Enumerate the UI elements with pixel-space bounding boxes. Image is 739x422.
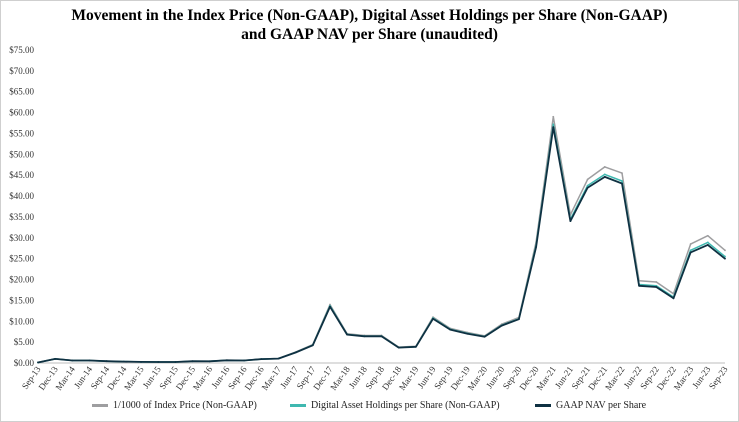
data-point (363, 335, 366, 338)
legend-swatch-digital-asset (290, 404, 306, 407)
data-point (535, 246, 537, 248)
data-point (724, 249, 726, 252)
data-point (603, 165, 606, 168)
data-point (208, 360, 211, 363)
y-tick-label: $10.00 (9, 316, 34, 326)
data-point (380, 335, 383, 338)
data-point (500, 324, 503, 327)
y-tick-label: $35.00 (9, 212, 34, 222)
y-tick-label: $75.00 (9, 45, 34, 55)
data-point (432, 317, 434, 320)
data-point (311, 344, 314, 347)
data-point (655, 281, 658, 283)
data-point (397, 346, 400, 349)
data-point (689, 251, 692, 254)
y-tick-label: $50.00 (9, 149, 34, 159)
y-tick-label: $45.00 (9, 170, 34, 180)
data-point (466, 332, 469, 335)
legend-item-gaap-nav: GAAP NAV per Share (535, 400, 646, 411)
data-point (706, 243, 709, 246)
data-point (706, 241, 709, 244)
y-tick-label: $15.00 (9, 295, 34, 305)
y-tick-label: $25.00 (9, 254, 34, 264)
data-point (71, 359, 74, 362)
legend-label-gaap-nav: GAAP NAV per Share (556, 400, 647, 411)
data-point (414, 345, 417, 348)
data-point (483, 335, 486, 338)
chart-title: Movement in the Index Price (Non-GAAP), … (0, 6, 739, 44)
data-point (37, 361, 39, 364)
data-point (586, 184, 589, 187)
data-point (586, 178, 589, 181)
data-point (689, 243, 692, 245)
y-tick-label: $55.00 (9, 128, 34, 138)
chart-title-line2: and GAAP NAV per Share (unaudited) (241, 26, 498, 43)
legend-item-index-price: 1/1000 of Index Price (Non-GAAP) (92, 400, 257, 411)
legend-item-digital-asset: Digital Asset Holdings per Share (Non-GA… (290, 400, 500, 411)
x-axis: Sep-13Dec-13Mar-14Jun-14Sep-14Dec-14Mar-… (20, 362, 730, 392)
data-point (346, 333, 349, 336)
y-tick-label: $70.00 (9, 66, 34, 76)
y-tick-label: $40.00 (9, 191, 34, 201)
data-point (724, 255, 726, 258)
data-point (243, 359, 246, 362)
data-point (140, 361, 142, 363)
data-point (724, 257, 726, 260)
data-point (621, 182, 623, 185)
y-tick-label: $5.00 (14, 337, 35, 347)
series-lines (37, 115, 726, 364)
data-point (157, 361, 160, 363)
y-tick-label: $20.00 (9, 275, 34, 285)
data-point (552, 123, 555, 126)
data-point (174, 361, 177, 363)
series-0 (37, 115, 726, 364)
data-point (569, 220, 572, 223)
legend-label-index-price: 1/1000 of Index Price (Non-GAAP) (113, 400, 257, 411)
y-tick-label: $60.00 (9, 108, 34, 118)
data-point (638, 284, 641, 287)
data-point (260, 358, 263, 361)
legend-swatch-gaap-nav (535, 404, 551, 407)
series-2 (37, 126, 726, 364)
data-point (621, 180, 623, 182)
data-point (191, 360, 194, 363)
data-point (449, 328, 452, 331)
data-point (621, 172, 623, 175)
y-tick-label: $0.00 (14, 358, 35, 368)
data-point (54, 358, 57, 360)
chart-title-line1: Movement in the Index Price (Non-GAAP), … (71, 7, 668, 24)
data-point (329, 305, 331, 308)
data-point (518, 318, 520, 321)
series-line (37, 116, 726, 364)
series-1 (37, 123, 726, 364)
y-axis: $0.00 $5.00 $10.00 $15.00 $20.00 $25.00 $30.00… (9, 45, 34, 368)
series-line (37, 123, 726, 364)
legend: 1/1000 of Index Price (Non-GAAP) Digital… (0, 400, 739, 416)
data-point (552, 115, 555, 118)
data-point (277, 357, 280, 360)
data-point (88, 359, 91, 362)
data-point (689, 249, 692, 252)
data-point (603, 173, 606, 176)
data-point (672, 297, 675, 300)
y-tick-label: $30.00 (9, 233, 34, 243)
y-tick-label: $65.00 (9, 87, 34, 97)
data-point (655, 286, 658, 288)
data-point (122, 360, 125, 363)
data-point (586, 186, 589, 189)
legend-label-digital-asset: Digital Asset Holdings per Share (Non-GA… (311, 400, 500, 411)
data-point (329, 303, 331, 306)
series-line (37, 126, 726, 364)
legend-swatch-index-price (92, 404, 108, 407)
data-point (294, 351, 297, 354)
x-tick-label: Sep-23 (707, 364, 730, 391)
data-point (105, 360, 108, 363)
data-point (603, 175, 606, 178)
data-point (706, 234, 709, 237)
data-point (552, 126, 555, 129)
data-point (226, 359, 228, 362)
